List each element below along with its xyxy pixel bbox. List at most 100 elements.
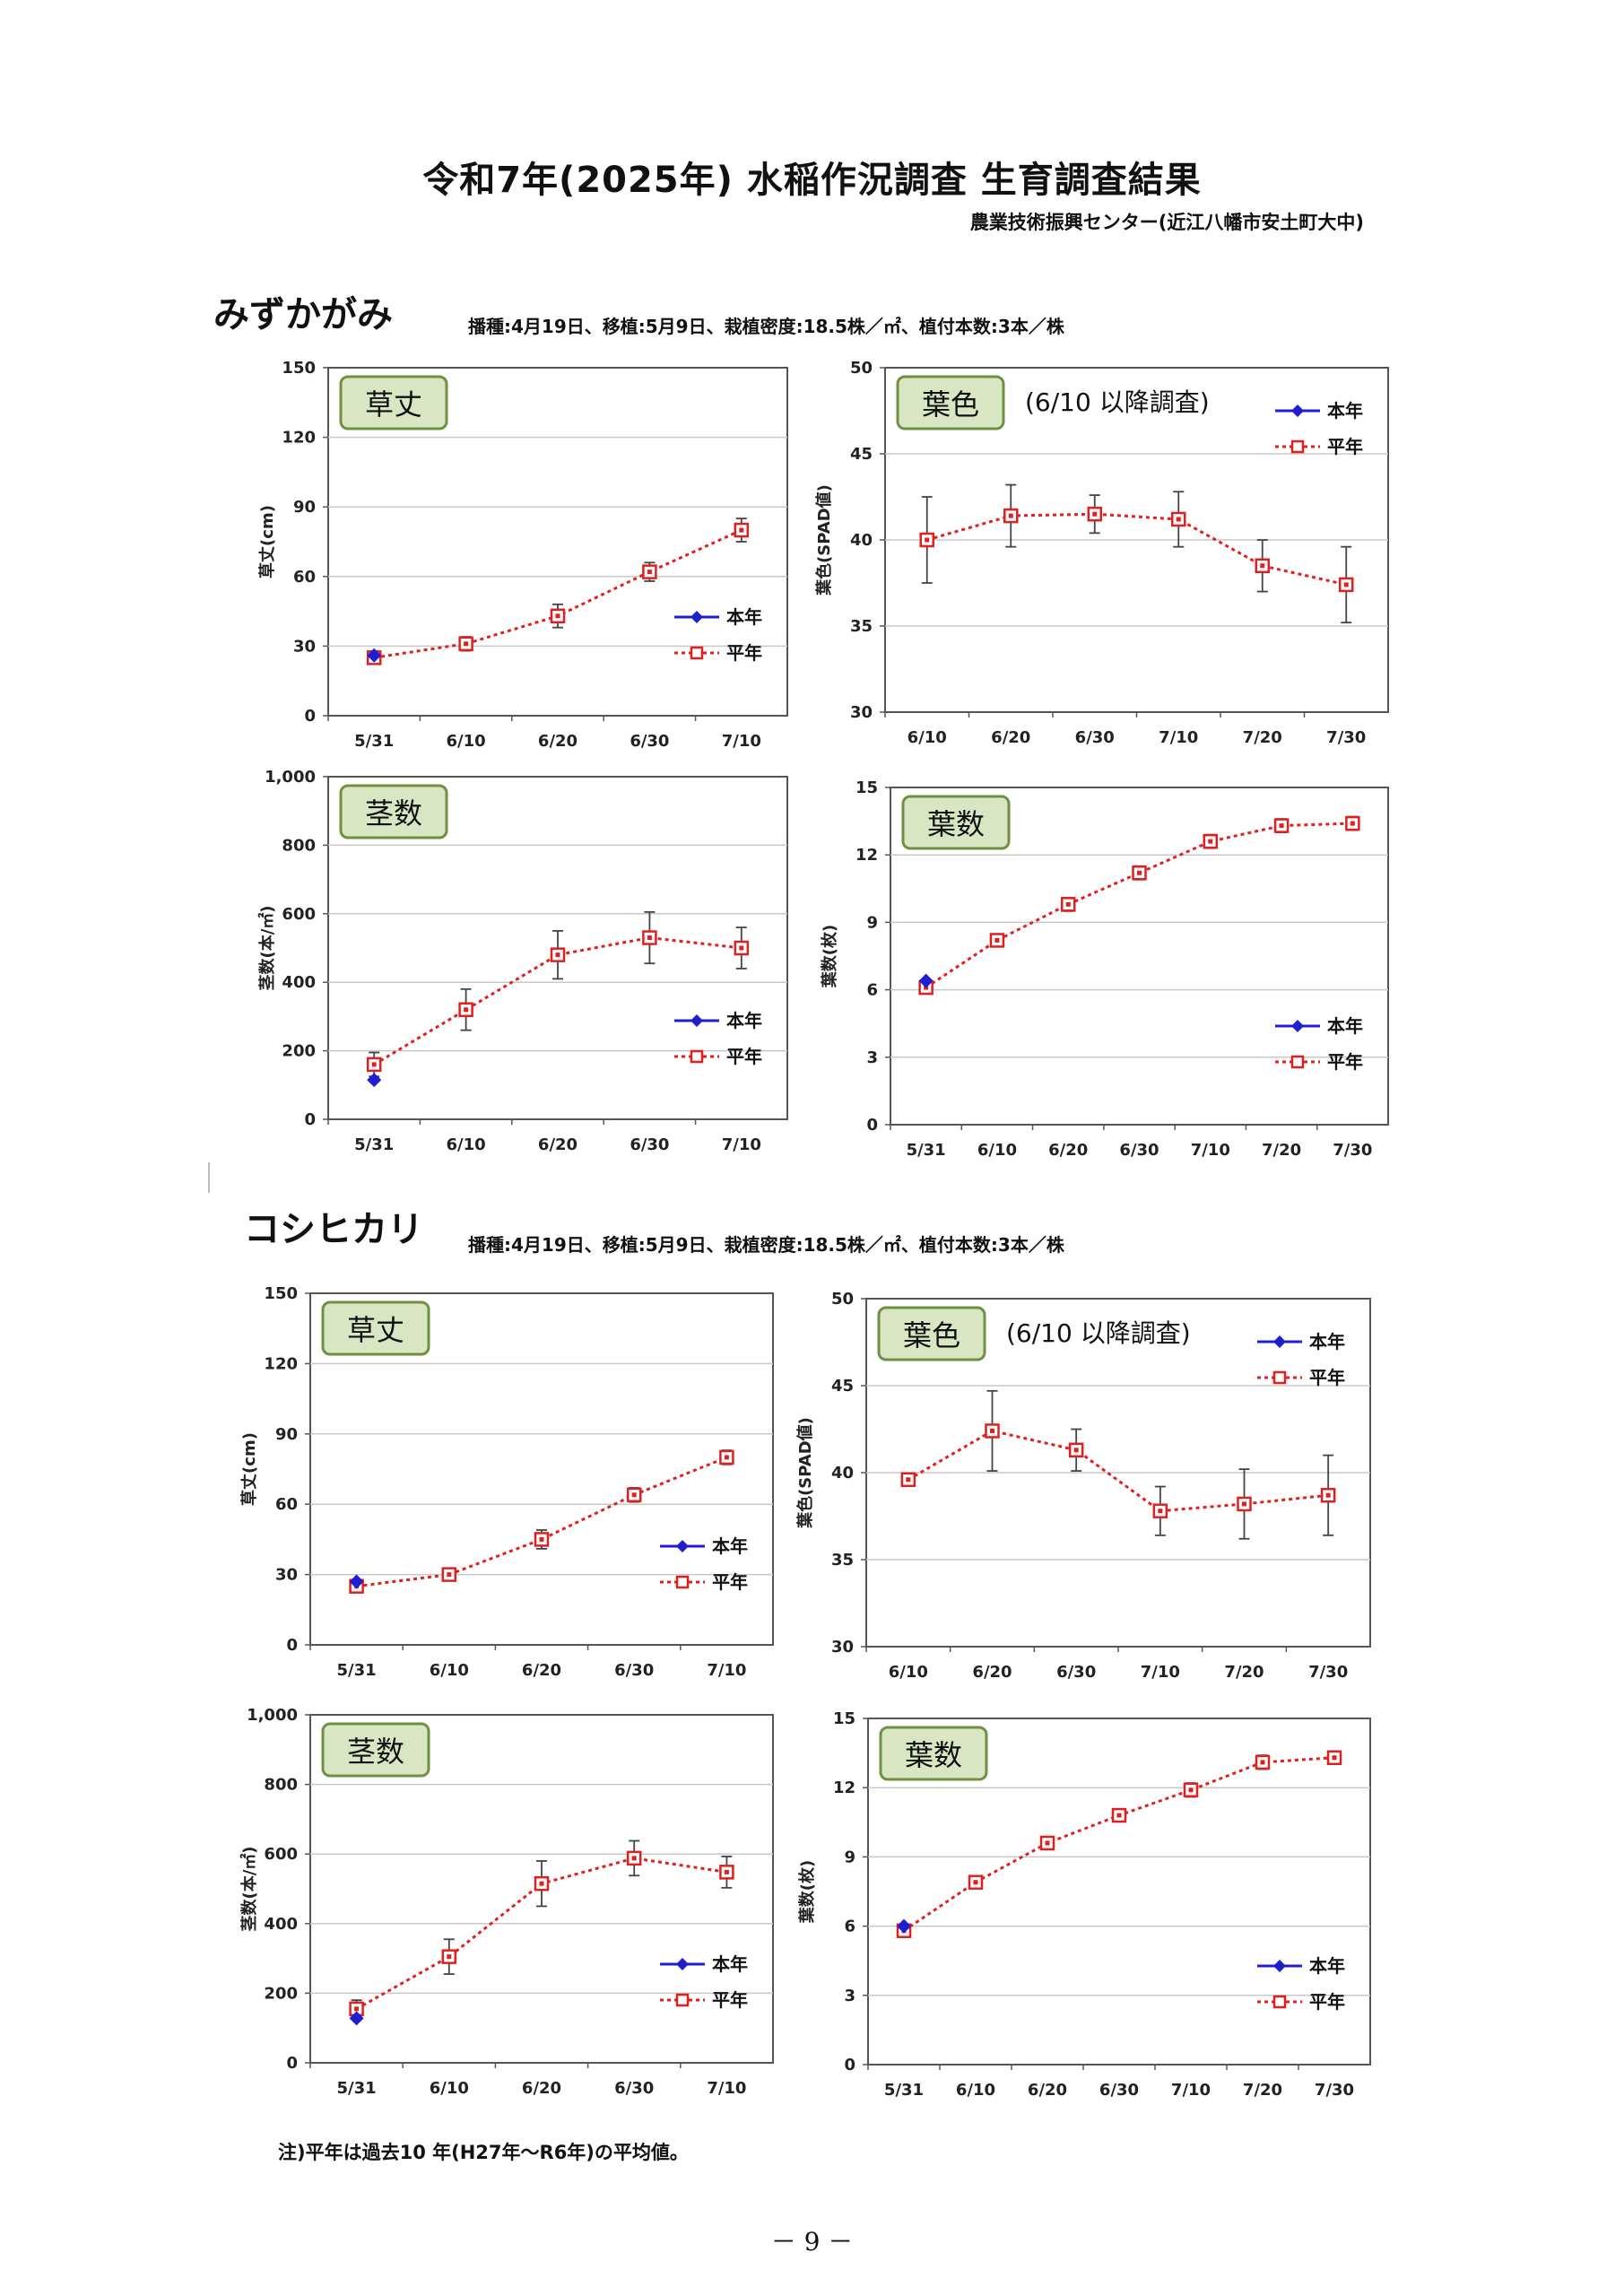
x-tick-label: 6/20 (538, 732, 578, 751)
y-tick-label: 6 (844, 1918, 855, 1936)
chart-badge-label: 草丈 (365, 387, 422, 422)
planting-conditions-koshihikari: 播種:4月19日、移植:5月9日、栽植密度:18.5株／㎡、植付本数:3本／株 (468, 1234, 1064, 1256)
x-tick-label: 6/30 (1075, 728, 1115, 747)
x-tick-label: 5/31 (907, 1141, 946, 1160)
y-tick-label: 45 (850, 445, 873, 464)
legend-label-normal: 平年 (712, 1989, 748, 2011)
page-title: 令和7年(2025年) 水稲作況調査 生育調査結果 (422, 160, 1202, 201)
data-point-normal-dot (1176, 517, 1181, 522)
y-tick-label: 120 (282, 429, 316, 448)
y-tick-label: 0 (304, 1110, 316, 1129)
y-tick-label: 30 (275, 1566, 298, 1585)
y-tick-label: 3 (844, 1987, 855, 2005)
x-tick-label: 5/31 (354, 1135, 394, 1154)
y-tick-label: 12 (833, 1779, 855, 1797)
planting-conditions-mizukagami: 播種:4月19日、移植:5月9日、栽植密度:18.5株／㎡、植付本数:3本／株 (468, 316, 1064, 337)
data-point-normal-dot (647, 935, 652, 941)
x-tick-label: 5/31 (337, 2079, 377, 2098)
x-tick-label: 7/20 (1243, 2081, 1282, 2100)
y-tick-label: 35 (831, 1551, 854, 1570)
legend-marker-normal (690, 646, 704, 660)
legend-marker-current (1291, 404, 1304, 417)
y-axis-label: 葉数(枚) (797, 1860, 817, 1924)
x-tick-label: 6/20 (538, 1135, 578, 1154)
y-axis-label: 茎数(本/㎡) (239, 1846, 259, 1931)
data-point-normal-dot (539, 1881, 544, 1886)
legend-label-current: 本年 (726, 1010, 762, 1031)
chart-badge (321, 1722, 430, 1778)
y-tick-label: 50 (850, 359, 873, 378)
chart-badge (901, 795, 1011, 850)
chart-badge (339, 784, 448, 839)
chart-badge-label: 葉数 (927, 807, 985, 841)
y-tick-label: 0 (286, 1636, 298, 1655)
x-tick-label: 7/20 (1224, 1663, 1264, 1682)
x-tick-label: 7/10 (1191, 1141, 1230, 1160)
data-point-normal-dot (1045, 1840, 1050, 1846)
y-tick-label: 0 (304, 707, 316, 726)
chart-mizu-leaves: 0 3 6 9 12 15 5/31 6/10 6/20 6/30 7/10 7/20 7/30 葉数(枚… (820, 778, 1389, 1160)
y-tick-label: 60 (293, 568, 316, 587)
organization-name: 農業技術振興センター(近江八幡市安土町大中) (969, 212, 1364, 233)
data-point-normal-dot (739, 945, 744, 951)
y-tick-label: 30 (850, 703, 873, 722)
x-tick-label: 6/10 (447, 1135, 486, 1154)
x-tick-label: 7/30 (1326, 728, 1366, 747)
y-tick-label: 600 (282, 905, 316, 924)
chart-badge-label: 茎数 (347, 1735, 404, 1769)
x-tick-label: 6/20 (1048, 1141, 1088, 1160)
data-point-normal-dot (555, 952, 560, 958)
chart-koshi-leaves: 0 3 6 9 12 15 5/31 6/10 6/20 6/30 7/10 7/20 7/30 葉数(枚… (797, 1709, 1371, 2100)
legend-marker-current (676, 1540, 689, 1552)
data-point-normal-dot (994, 937, 1000, 943)
y-tick-label: 12 (855, 846, 878, 865)
chart-badge (339, 375, 448, 430)
data-point-normal-dot (1208, 839, 1213, 844)
y-tick-label: 200 (264, 1984, 298, 2003)
x-tick-label: 6/20 (1028, 2081, 1067, 2100)
chart-koshi-color: 30 35 40 45 50 6/10 6/20 6/30 7/10 7/20 7/30 葉色(SPA… (795, 1290, 1371, 1682)
data-point-normal-dot (1260, 563, 1265, 569)
legend-label-current: 本年 (1327, 400, 1363, 422)
legend-marker-normal (1290, 439, 1305, 454)
y-tick-label: 120 (264, 1354, 298, 1373)
data-point-normal-dot (1279, 823, 1284, 829)
y-axis-label: 草丈(cm) (239, 1432, 259, 1506)
y-tick-label: 150 (282, 359, 316, 378)
y-tick-label: 9 (844, 1848, 855, 1866)
y-tick-label: 0 (286, 2054, 298, 2073)
data-point-normal-dot (1137, 870, 1142, 875)
legend-marker-current (690, 611, 703, 623)
legend-label-normal: 平年 (1327, 1051, 1363, 1073)
legend-marker-current (1291, 1020, 1304, 1032)
x-tick-label: 6/30 (1119, 1141, 1159, 1160)
x-tick-label: 6/20 (522, 1661, 561, 1680)
y-tick-label: 0 (844, 2056, 855, 2074)
chart-koshi-stems: 0 200 400 600 800 1,000 5/31 6/10 6/20 6/30 7/10 茎数… (239, 1706, 774, 2098)
data-point-normal-dot (447, 1954, 452, 1960)
plot-frame (890, 787, 1389, 1126)
footnote: 注)平年は過去10 年(H27年～R6年)の平均値。 (278, 2142, 689, 2163)
data-point-normal-dot (724, 1455, 729, 1460)
y-axis-label: 葉数(枚) (820, 925, 839, 988)
page-number: － 9 － (770, 2227, 854, 2257)
y-axis-label: 草丈(cm) (257, 505, 277, 578)
data-point-normal-dot (447, 1572, 452, 1578)
data-point-normal-dot (1242, 1501, 1246, 1507)
y-tick-label: 600 (264, 1845, 298, 1864)
legend-marker-normal (1272, 1370, 1287, 1385)
legend-label-current: 本年 (712, 1535, 748, 1557)
y-tick-label: 1,000 (265, 768, 316, 787)
chart-mizu-stems: 0 200 400 600 800 1,000 5/31 6/10 6/20 6/30 7/10 茎数… (257, 768, 788, 1154)
data-point-normal-dot (539, 1536, 544, 1542)
data-point-current (367, 648, 382, 663)
x-tick-label: 7/10 (707, 1661, 746, 1680)
legend-marker-normal (675, 1993, 690, 2007)
chart-badge-label: 葉色 (903, 1318, 960, 1352)
chart-badge-label: 葉色 (922, 387, 979, 422)
y-axis-label: 葉色(SPAD値) (795, 1417, 815, 1529)
legend-marker-normal (675, 1575, 690, 1589)
